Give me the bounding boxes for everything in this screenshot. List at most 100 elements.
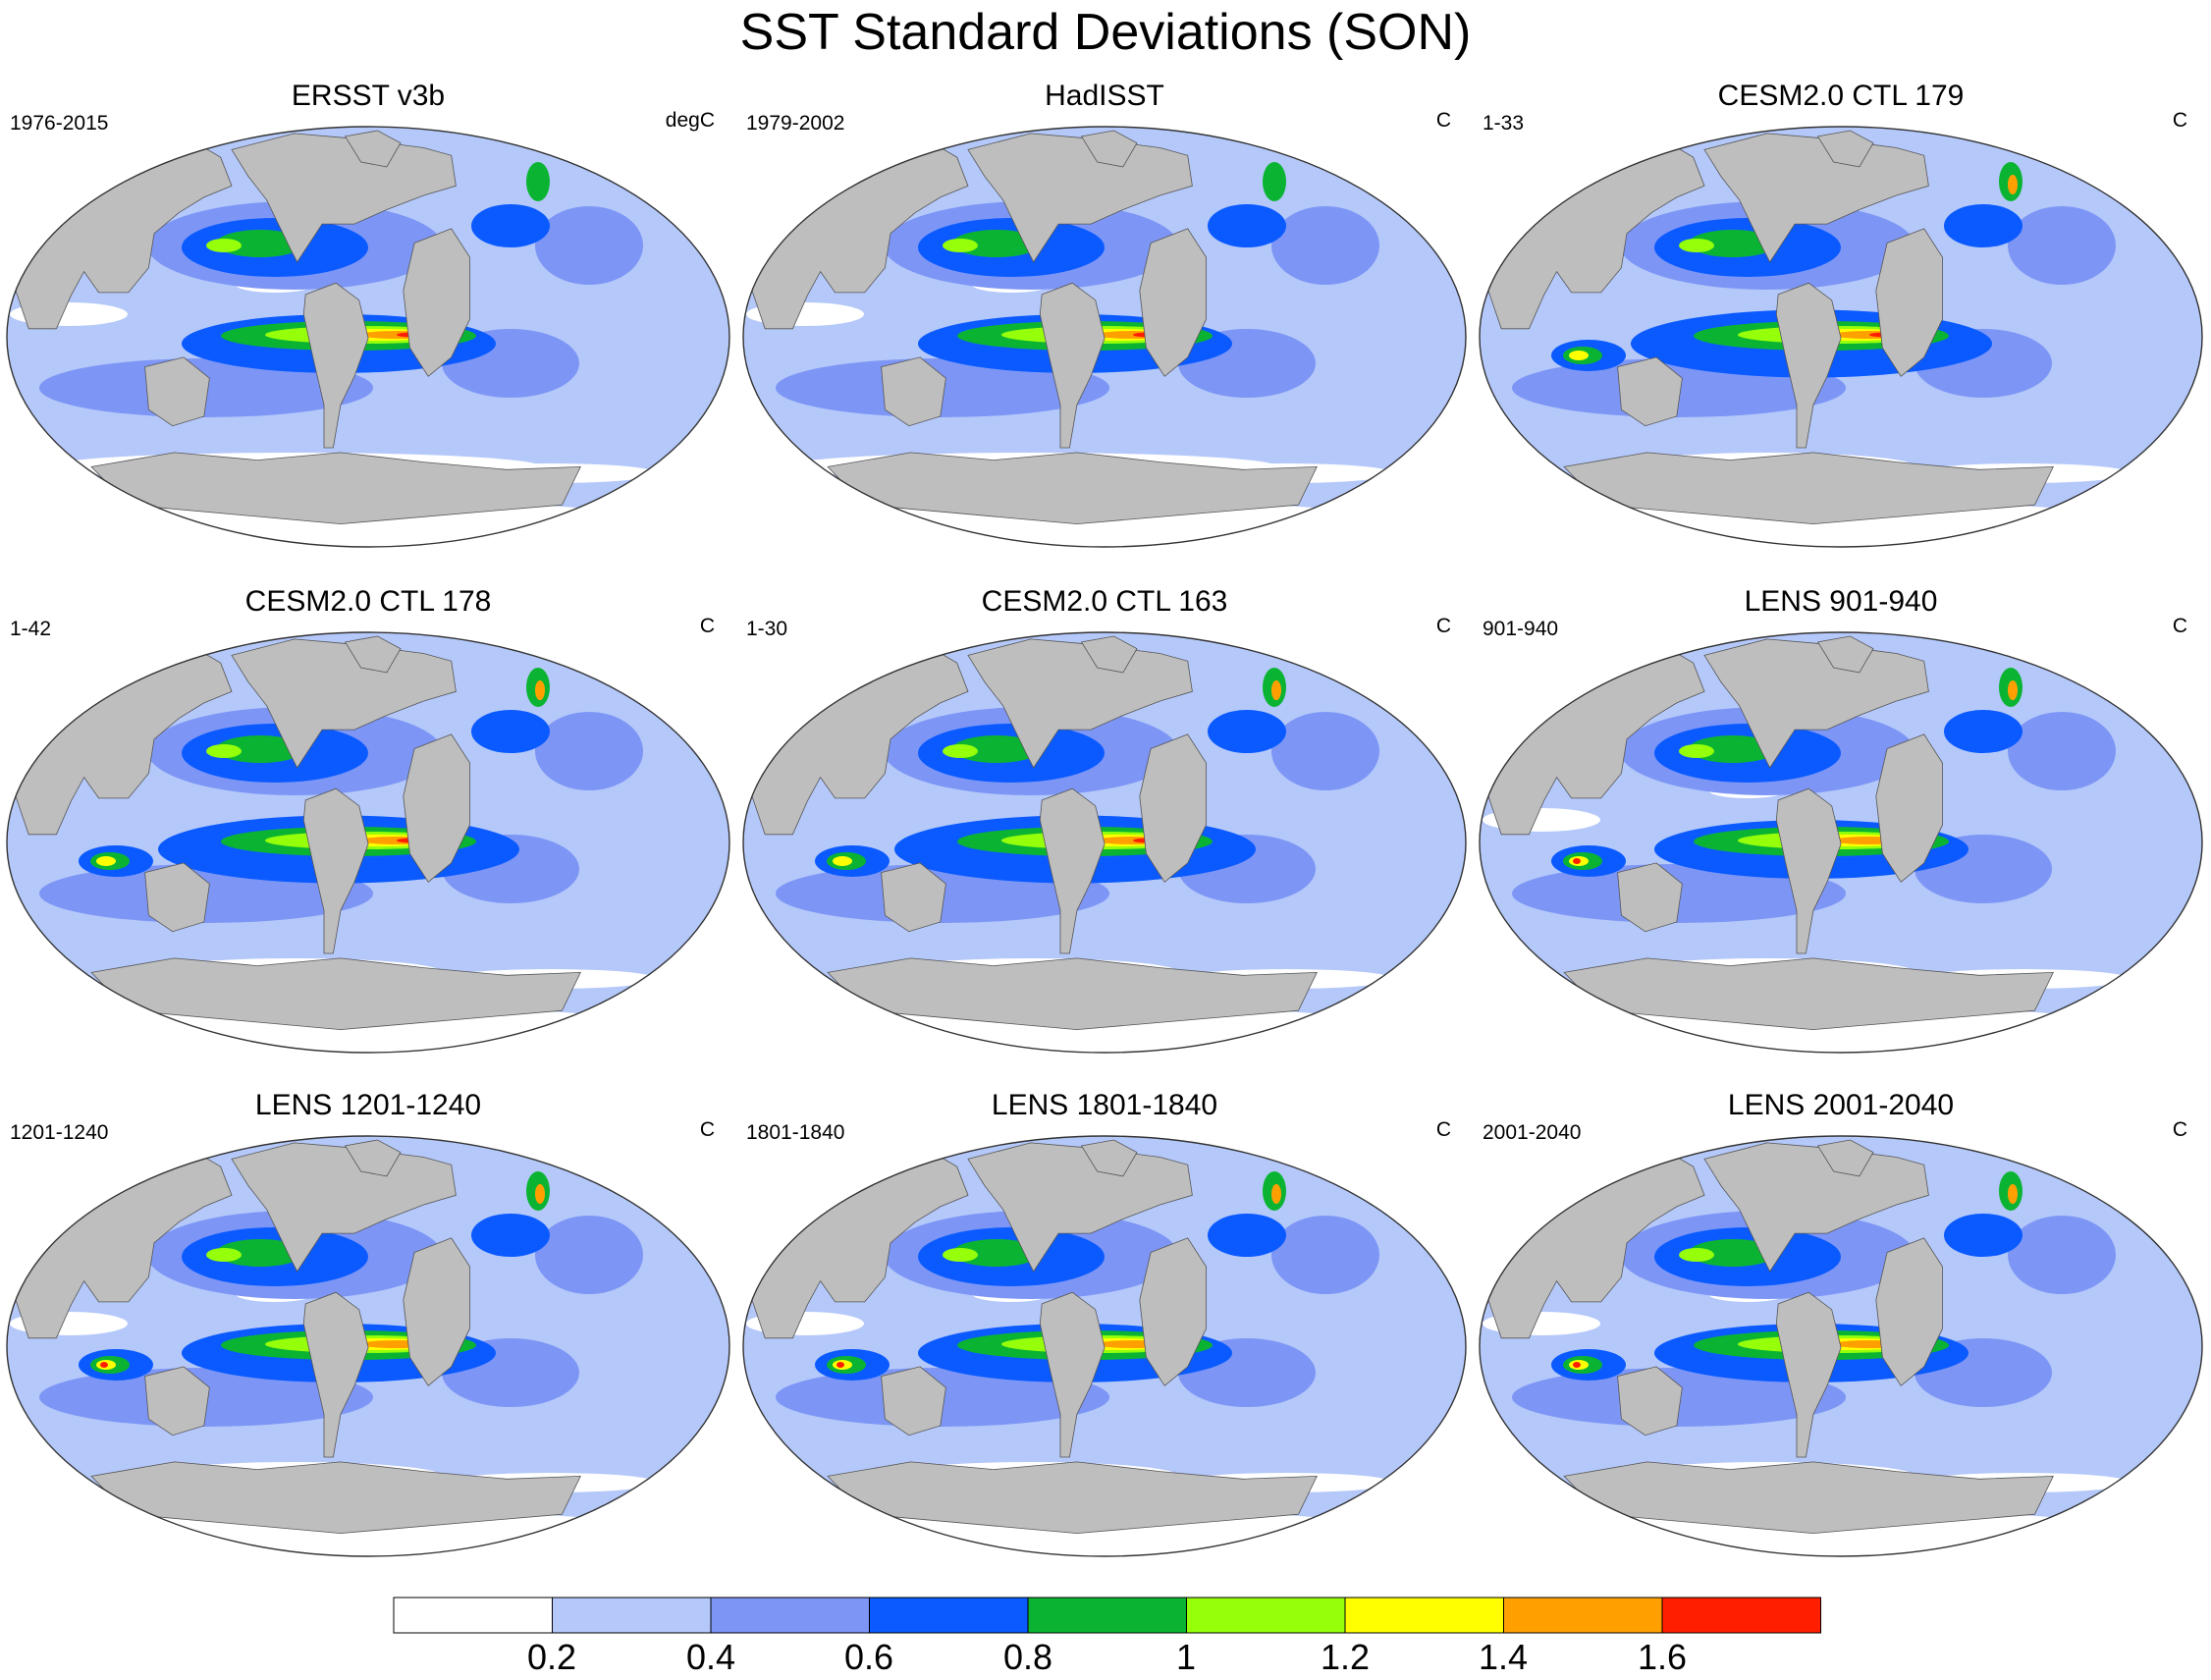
- map-border: [742, 1135, 1467, 1557]
- land-mass: [90, 957, 581, 1031]
- land-mass: [403, 228, 470, 377]
- colorbar-label: 0.2: [526, 1637, 577, 1677]
- panel-unit: C: [2172, 615, 2187, 637]
- variability-contour: [535, 206, 643, 285]
- map-contours: [743, 127, 1466, 547]
- panel-unit: C: [2172, 1118, 2187, 1141]
- land-mass: [1617, 1366, 1683, 1436]
- colorbar-label: 1.6: [1637, 1637, 1688, 1677]
- panel-unit: C: [1435, 109, 1451, 132]
- map-border: [1479, 1135, 2203, 1557]
- variability-contour: [1569, 351, 1589, 360]
- map-contours: [7, 127, 729, 547]
- variability-contour: [526, 162, 550, 201]
- map-contours: [743, 1136, 1466, 1556]
- land-mass: [1039, 787, 1106, 954]
- land-mass: [144, 862, 210, 933]
- map-border: [1479, 631, 2203, 1054]
- land-mass: [1875, 733, 1943, 883]
- colorbar-label: 0.8: [1002, 1637, 1053, 1677]
- land-mass: [302, 1291, 369, 1458]
- variability-contour: [1271, 712, 1379, 790]
- variability-contour: [2008, 680, 2018, 700]
- colorbar-swatch: [710, 1597, 870, 1634]
- variability-contour: [206, 744, 242, 758]
- panel-title: CESM2.0 CTL 178: [244, 585, 492, 618]
- land-mass: [403, 733, 470, 883]
- land-mass: [344, 635, 402, 674]
- variability-contour: [1689, 230, 1777, 257]
- variability-contour: [206, 1248, 242, 1262]
- panel-period: 1-42: [10, 618, 52, 640]
- variability-contour: [1573, 1362, 1581, 1368]
- land-mass: [1816, 1139, 1874, 1177]
- map-panel-cesm-179: CESM2.0 CTL 179 1-33 C: [1473, 79, 2209, 560]
- variability-contour: [1679, 744, 1714, 758]
- land-mass: [144, 1366, 210, 1436]
- land-mass: [1563, 957, 2054, 1031]
- variability-contour: [1689, 735, 1777, 763]
- variability-contour: [2008, 1216, 2116, 1294]
- colorbar-swatch: [1661, 1597, 1821, 1634]
- land-mass: [1039, 1291, 1106, 1458]
- variability-contour: [535, 1184, 545, 1204]
- colorbar-swatch: [1344, 1597, 1504, 1634]
- map-panel-lens-1201: LENS 1201-1240 1201-1240 C: [0, 1088, 736, 1569]
- colorbar-label: 0.4: [685, 1637, 736, 1677]
- land-mass: [1080, 1139, 1138, 1177]
- variability-contour: [836, 1362, 844, 1368]
- variability-contour: [1271, 680, 1281, 700]
- land-mass: [302, 282, 369, 449]
- variability-contour: [2008, 712, 2116, 790]
- panel-unit: C: [1435, 615, 1451, 637]
- colorbar-label: 1: [1175, 1637, 1197, 1677]
- panel-unit: C: [699, 615, 715, 637]
- panel-title: HadISST: [1045, 80, 1164, 112]
- map-contours: [1480, 632, 2202, 1053]
- panel-period: 1201-1240: [10, 1121, 109, 1144]
- variability-contour: [952, 1239, 1041, 1267]
- land-mass: [344, 1139, 402, 1177]
- variability-contour: [833, 856, 852, 866]
- colorbar-swatch: [393, 1597, 553, 1634]
- world-map: [1479, 631, 2203, 1054]
- variability-contour: [1944, 710, 2022, 753]
- panel-period: 1976-2015: [10, 112, 109, 135]
- map-border: [6, 631, 730, 1054]
- land-mass: [1139, 1237, 1207, 1386]
- land-mass: [1563, 1461, 2054, 1535]
- land-mass: [881, 356, 946, 427]
- variability-contour: [100, 1362, 108, 1368]
- variability-contour: [943, 744, 978, 758]
- variability-contour: [216, 1239, 304, 1267]
- land-mass: [344, 130, 402, 168]
- land-mass: [1563, 452, 2054, 525]
- panel-title: CESM2.0 CTL 163: [981, 585, 1228, 618]
- variability-contour: [1263, 162, 1286, 201]
- colorbar-swatch: [1503, 1597, 1663, 1634]
- map-panel-lens-901: LENS 901-940 901-940 C: [1473, 584, 2209, 1065]
- variability-contour: [1271, 1216, 1379, 1294]
- land-mass: [144, 356, 210, 427]
- panel-title: LENS 1201-1240: [254, 1089, 482, 1121]
- variability-contour: [2008, 175, 2018, 194]
- world-map: [1479, 1135, 2203, 1557]
- variability-contour: [1689, 1239, 1777, 1267]
- world-map: [1479, 126, 2203, 548]
- land-mass: [1080, 130, 1138, 168]
- land-mass: [1775, 1291, 1842, 1458]
- variability-contour: [2008, 1184, 2018, 1204]
- panel-period: 1-33: [1483, 112, 1525, 135]
- land-mass: [302, 787, 369, 954]
- map-panel-hadisst: HadISST 1979-2002 C: [736, 79, 1473, 560]
- world-map: [742, 631, 1467, 1054]
- land-mass: [90, 452, 581, 525]
- land-mass: [1139, 228, 1207, 377]
- map-contours: [7, 632, 729, 1053]
- figure-title: SST Standard Deviations (SON): [739, 4, 1472, 61]
- land-mass: [1875, 1237, 1943, 1386]
- variability-contour: [1208, 204, 1286, 247]
- land-mass: [1775, 282, 1842, 449]
- panel-period: 1979-2002: [746, 112, 845, 135]
- map-border: [742, 631, 1467, 1054]
